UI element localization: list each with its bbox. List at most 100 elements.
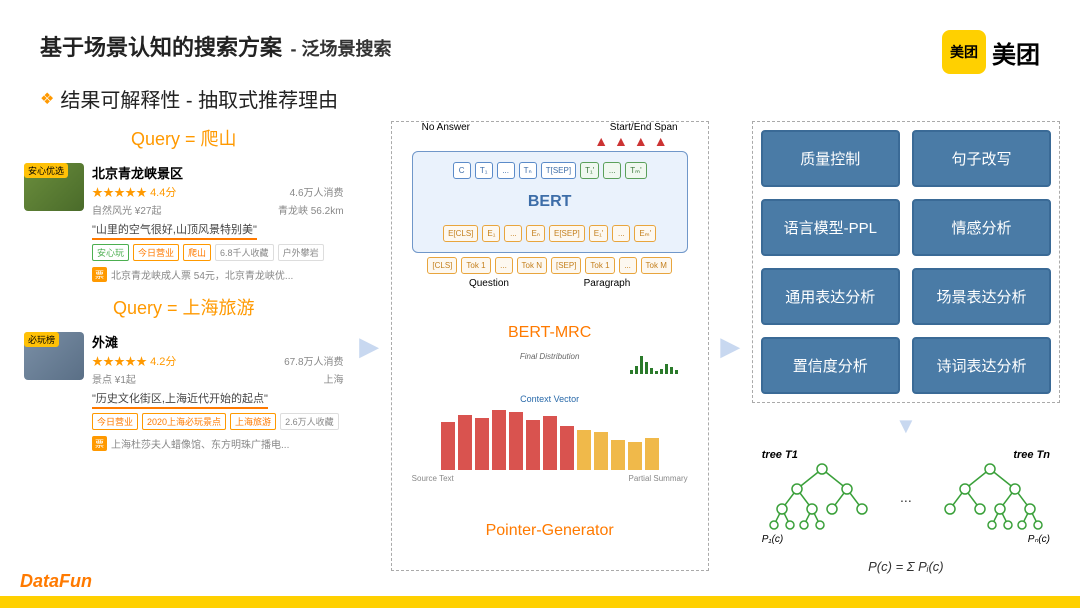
analysis-box: 情感分析 xyxy=(912,199,1051,256)
pg-context: Context Vector xyxy=(520,394,579,404)
card1-dist: 青龙峡 56.2km xyxy=(278,202,344,217)
card2-img: 必玩榜 xyxy=(24,332,84,380)
query1-label: Query = 爬山 xyxy=(20,121,348,155)
bert-label: BERT xyxy=(419,183,681,221)
bert-emb-tokens: E[CLS]E₁...EₙE[SEP]E₁'...Eₘ' xyxy=(419,225,681,242)
pg-name: Pointer-Generator xyxy=(392,520,708,542)
pg-bar xyxy=(577,430,591,470)
token: T₁' xyxy=(580,162,599,179)
bert-name: BERT-MRC xyxy=(392,322,708,344)
analysis-box: 通用表达分析 xyxy=(761,268,900,325)
col-right: 质量控制句子改写语言模型-PPL情感分析通用表达分析场景表达分析置信度分析诗词表… xyxy=(752,121,1060,571)
tag: 上海旅游 xyxy=(230,413,276,430)
tree-1: tree T1 P₁(c) xyxy=(762,449,882,545)
dist-bar xyxy=(650,368,653,374)
card2-dist: 上海 xyxy=(324,371,344,386)
card2-consume: 67.8万人消费 xyxy=(284,353,343,369)
bert-diagram: No Answer Start/End Span ▲▲▲▲ CT₁...TₙT[… xyxy=(392,122,708,322)
pg-bar xyxy=(560,426,574,470)
tag: 2020上海必玩景点 xyxy=(142,413,226,430)
dist-bar xyxy=(635,366,638,374)
card1-badge: 安心优选 xyxy=(24,163,68,178)
analysis-box: 语言模型-PPL xyxy=(761,199,900,256)
tag: 今日营业 xyxy=(92,413,138,430)
token: E₁' xyxy=(589,225,609,242)
pg-bar xyxy=(492,410,506,470)
tree-n: tree Tn Pₙ(c) xyxy=(930,449,1050,545)
pg-bar xyxy=(441,422,455,470)
header: 基于场景认知的搜索方案 - 泛场景搜索 美团 美团 xyxy=(0,0,1080,84)
analysis-box: 质量控制 xyxy=(761,130,900,187)
subtitle-text: 结果可解释性 - 抽取式推荐理由 xyxy=(60,84,338,113)
tag: 2.6万人收藏 xyxy=(280,413,339,430)
tag: 爬山 xyxy=(183,244,211,261)
card1-body: 北京青龙峡景区 ★★★★★ 4.4分 4.6万人消费 自然风光 ¥27起 青龙峡… xyxy=(92,163,344,282)
up-arrow-icon: ▲ xyxy=(634,133,648,149)
datafun-logo: DataFun xyxy=(20,571,92,592)
card2-ticket: 票 上海杜莎夫人蜡像馆、东方明珠广播电... xyxy=(92,436,344,451)
col-middle: No Answer Start/End Span ▲▲▲▲ CT₁...TₙT[… xyxy=(391,121,709,571)
query2-label: Query = 上海旅游 xyxy=(20,290,348,324)
token: ... xyxy=(603,162,621,179)
token: E[SEP] xyxy=(549,225,585,242)
card1-title: 北京青龙峡景区 xyxy=(92,163,344,182)
title-sub: - 泛场景搜索 xyxy=(290,39,391,59)
token: ... xyxy=(497,162,515,179)
tree1-label: tree T1 xyxy=(762,449,882,461)
analysis-grid: 质量控制句子改写语言模型-PPL情感分析通用表达分析场景表达分析置信度分析诗词表… xyxy=(752,121,1060,403)
arrow-icon: ▶ xyxy=(359,331,379,362)
ticket-icon: 票 xyxy=(92,267,107,282)
card1-highlight: "山里的空气很好,山顶风景特别美" xyxy=(92,221,257,240)
formula: P(c) = Σ Pᵢ(c) xyxy=(752,555,1060,578)
token: Tₘ' xyxy=(625,162,646,179)
token: E[CLS] xyxy=(443,225,478,242)
tag: 6.8千人收藏 xyxy=(215,244,274,261)
pg-labels: Source Text Partial Summary xyxy=(392,470,708,487)
bert-up-arrows: ▲ ▲ ▲ ▲ xyxy=(392,133,708,149)
card2: 必玩榜 外滩 ★★★★★ 4.2分 67.8万人消费 景点 ¥1起 上海 "历史… xyxy=(20,328,348,455)
token: Tok 1 xyxy=(585,257,614,274)
token: Tₙ xyxy=(519,162,537,179)
up-arrow-icon: ▲ xyxy=(594,133,608,149)
up-arrow-icon: ▲ xyxy=(614,133,628,149)
card1-img: 安心优选 xyxy=(24,163,84,211)
analysis-box: 诗词表达分析 xyxy=(912,337,1051,394)
card2-highlight: "历史文化街区,上海近代开始的起点" xyxy=(92,390,268,409)
footer-bar xyxy=(0,596,1080,608)
bert-bottom-labels: Question Paragraph xyxy=(392,278,708,289)
question-label: Question xyxy=(469,278,509,289)
token: C xyxy=(453,162,471,179)
dist-bar xyxy=(665,364,668,374)
card2-tags: 今日营业 2020上海必玩景点 上海旅游 2.6万人收藏 xyxy=(92,413,344,430)
logo-box: 美团 xyxy=(942,30,986,74)
pg-bar xyxy=(594,432,608,470)
pg-dist-bars xyxy=(630,354,678,374)
token: ... xyxy=(619,257,637,274)
start-end-label: Start/End Span xyxy=(610,122,678,133)
analysis-box: 置信度分析 xyxy=(761,337,900,394)
analysis-box: 句子改写 xyxy=(912,130,1051,187)
pointer-generator-diagram: Final Distribution Context Vector Source… xyxy=(392,350,708,520)
pg-final-dist: Final Distribution xyxy=(520,352,580,361)
pg-bar xyxy=(645,438,659,470)
pg-bar xyxy=(611,440,625,470)
treen-label: tree Tn xyxy=(930,449,1050,461)
logo: 美团 美团 xyxy=(942,30,1040,74)
token: ... xyxy=(495,257,513,274)
dist-bar xyxy=(675,370,678,374)
up-arrow-icon: ▲ xyxy=(654,133,668,149)
bert-top-tokens: CT₁...TₙT[SEP]T₁'...Tₘ' xyxy=(419,162,681,179)
card2-badge: 必玩榜 xyxy=(24,332,59,347)
title-block: 基于场景认知的搜索方案 - 泛场景搜索 xyxy=(40,30,391,62)
dist-bar xyxy=(640,356,643,374)
token: E₁ xyxy=(482,225,500,242)
token: Eₘ' xyxy=(634,225,656,242)
bullet-icon: ❖ xyxy=(40,89,54,109)
arrow2: ▶ xyxy=(719,121,742,571)
card1-ticket: 票 北京青龙峡成人票 54元，北京青龙峡优... xyxy=(92,267,344,282)
arrow-icon: ▶ xyxy=(720,331,740,362)
pg-bar xyxy=(509,412,523,470)
title-main: 基于场景认知的搜索方案 xyxy=(40,35,282,60)
card1: 安心优选 北京青龙峡景区 ★★★★★ 4.4分 4.6万人消费 自然风光 ¥27… xyxy=(20,159,348,286)
tree-svg xyxy=(762,461,882,531)
